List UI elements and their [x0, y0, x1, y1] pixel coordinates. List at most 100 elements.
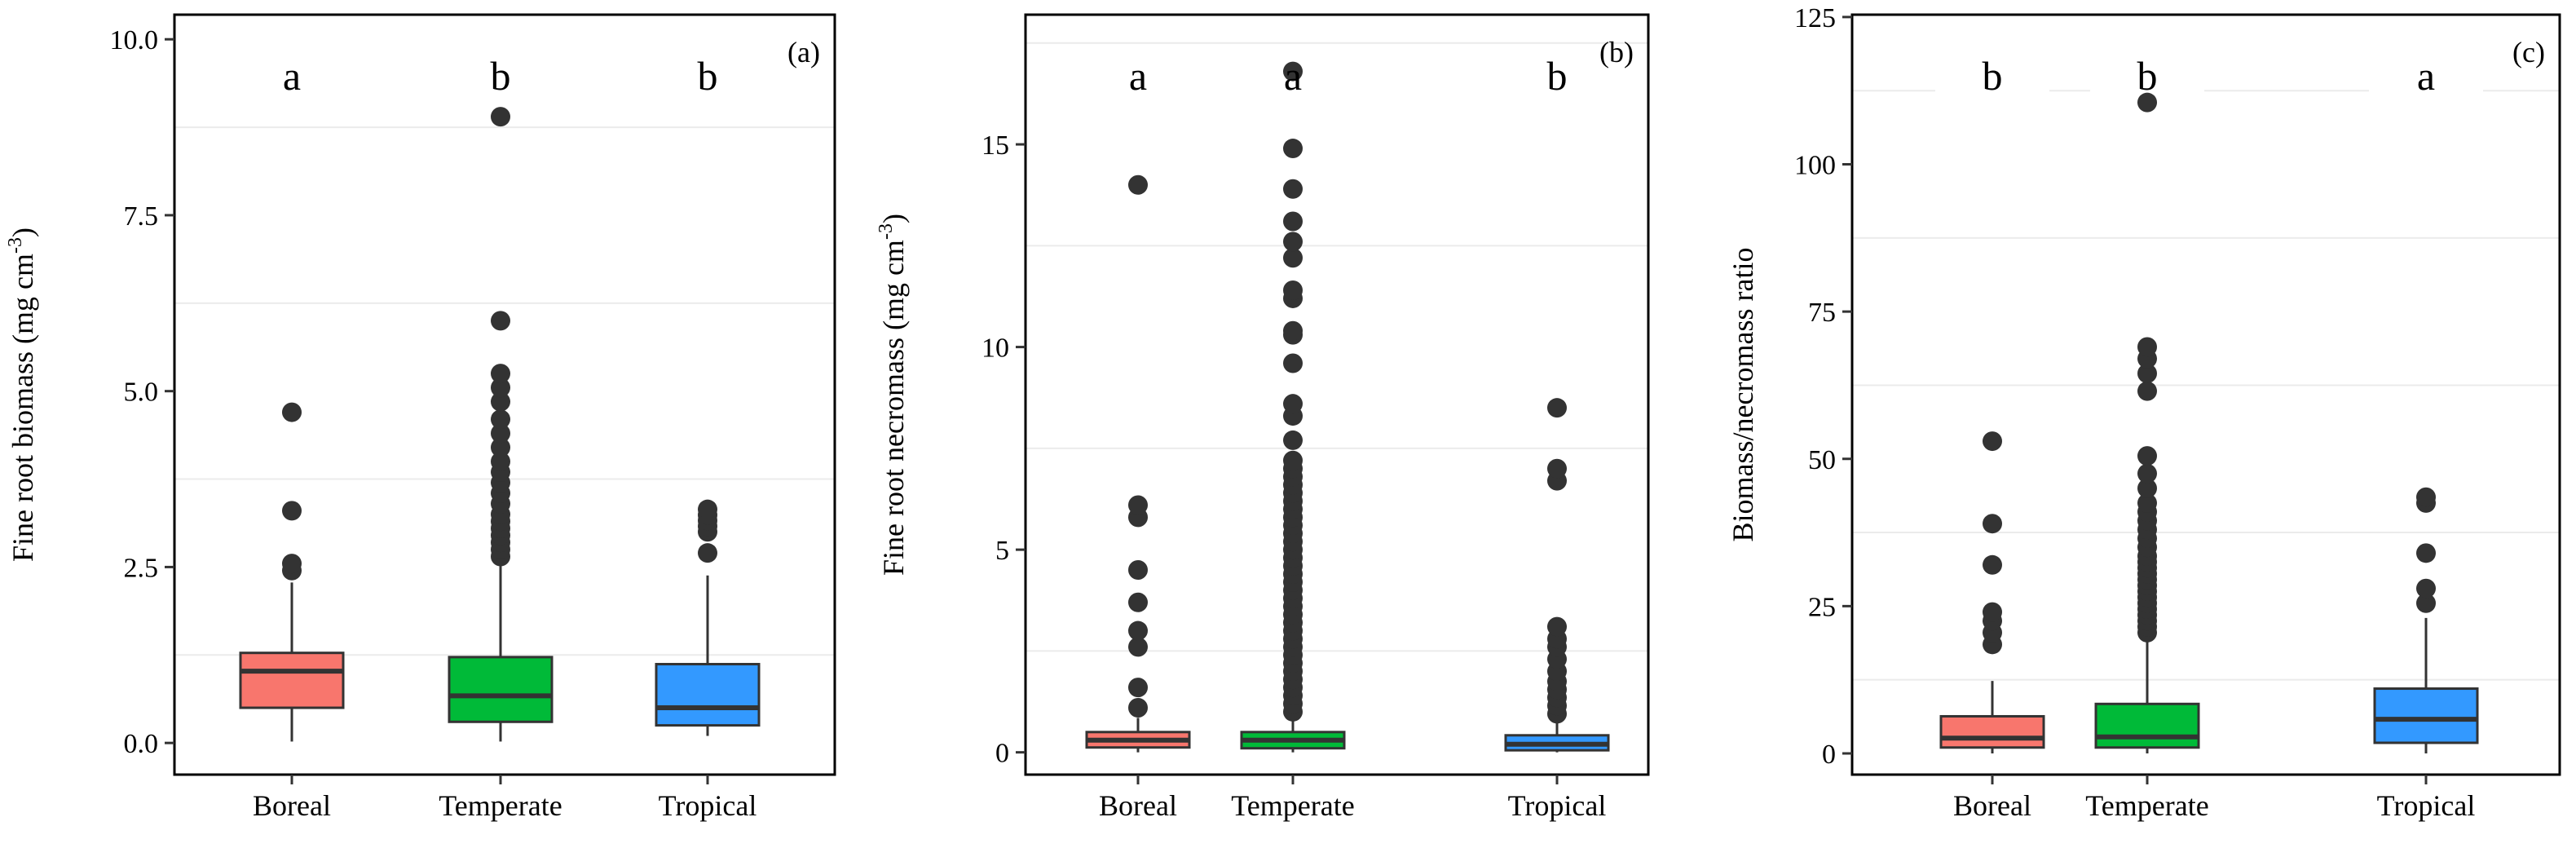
panel-border — [1850, 13, 2561, 776]
box-boreal — [1939, 431, 2045, 753]
outlier-point — [1283, 139, 1303, 159]
y-axis-label: Fine root biomass (mg cm-3) — [5, 227, 39, 562]
y-tick-label: 15 — [981, 130, 1009, 161]
significance-letter: a — [1129, 53, 1147, 99]
y-tick-label: 5 — [995, 536, 1009, 566]
panel-b: a a b (b) 0 5 10 15 Boreal Temperate Tropical Fine … — [876, 13, 1650, 822]
box-boreal — [239, 402, 345, 742]
panel-a: a b b (a) 0.0 2.5 5.0 7.5 10.0 Boreal Temperate Tro… — [5, 13, 836, 822]
outlier-point — [1547, 616, 1567, 637]
box-tropical — [655, 499, 761, 736]
outlier-point — [2416, 578, 2436, 598]
outlier-point — [491, 378, 510, 398]
y-tick-label: 0.0 — [124, 729, 159, 759]
x-tick-label: Boreal — [253, 789, 331, 822]
box-temperate — [2094, 92, 2200, 753]
y-tick-label: 0 — [1822, 740, 1836, 770]
x-tick-label: Tropical — [2377, 789, 2476, 822]
outlier-point — [1983, 554, 2002, 575]
box-body — [2373, 687, 2479, 744]
significance-letter: b — [1983, 53, 2003, 99]
box-body — [655, 663, 761, 727]
letter-backing — [2090, 49, 2204, 98]
outlier-point — [1283, 248, 1303, 268]
outlier-point — [1283, 179, 1303, 199]
x-tick-label: Temperate — [2085, 789, 2208, 822]
outlier-point — [2416, 487, 2436, 507]
outlier-point — [2416, 543, 2436, 563]
y-tick-label: 100 — [1794, 151, 1836, 181]
panel-border — [173, 13, 836, 776]
letter-backing — [1081, 49, 1195, 98]
box-body — [239, 651, 345, 709]
panel-c: b b a (c) 0 25 50 75 100 125 Boreal Temperate Tropic… — [1727, 3, 2561, 822]
panel-label: (a) — [787, 36, 820, 68]
letter-backing — [1500, 49, 1614, 98]
box-temperate — [1240, 61, 1346, 753]
outlier-point — [1283, 450, 1303, 470]
box-temperate — [448, 107, 554, 742]
x-tick-label: Boreal — [1099, 789, 1177, 822]
outlier-point — [2137, 463, 2157, 484]
y-axis-label: Biomass/necromass ratio — [1727, 248, 1759, 542]
significance-letter: a — [2417, 53, 2435, 99]
outlier-point — [1128, 495, 1148, 515]
letter-backing — [235, 49, 349, 98]
outlier-point — [282, 501, 302, 521]
outlier-point — [1283, 211, 1303, 232]
outlier-point — [2137, 92, 2157, 113]
y-tick-label: 75 — [1808, 298, 1836, 328]
outlier-point — [1283, 394, 1303, 414]
x-tick-label: Boreal — [1953, 789, 2031, 822]
outlier-point — [1128, 637, 1148, 657]
outlier-point — [698, 543, 717, 563]
outlier-point — [2137, 492, 2157, 513]
y-tick-label: 5.0 — [124, 378, 159, 408]
outlier-point — [2137, 337, 2157, 357]
outlier-point — [491, 437, 510, 457]
box-tropical — [1504, 398, 1610, 753]
outlier-point — [1983, 514, 2002, 534]
letter-backing — [2369, 49, 2483, 98]
outlier-point — [491, 391, 510, 412]
panel-label: (c) — [2512, 36, 2545, 68]
y-tick-label: 7.5 — [124, 201, 159, 232]
outlier-point — [2137, 446, 2157, 466]
outlier-point — [2137, 381, 2157, 401]
x-tick-label: Temperate — [1231, 789, 1354, 822]
y-tick-label: 0 — [995, 739, 1009, 769]
outlier-point — [1547, 398, 1567, 418]
outlier-point — [2137, 478, 2157, 498]
outlier-point — [1283, 61, 1303, 82]
outlier-point — [1128, 697, 1148, 718]
outlier-point — [698, 499, 717, 519]
y-tick-label: 10.0 — [110, 25, 159, 55]
significance-letter: a — [283, 53, 301, 99]
y-tick-label: 50 — [1808, 445, 1836, 475]
outlier-point — [1128, 678, 1148, 698]
outlier-point — [2137, 363, 2157, 383]
letter-backing — [651, 49, 765, 98]
outlier-point — [1983, 602, 2002, 622]
significance-letter: a — [1284, 53, 1302, 99]
outlier-point — [1283, 280, 1303, 301]
y-tick-label: 2.5 — [124, 553, 159, 583]
x-tick-label: Tropical — [659, 789, 757, 822]
outlier-point — [491, 311, 510, 331]
box-boreal — [1085, 174, 1191, 753]
outlier-point — [1128, 621, 1148, 641]
outlier-point — [491, 423, 510, 444]
y-tick-label: 25 — [1808, 592, 1836, 622]
letter-backing — [443, 49, 558, 98]
significance-letter: b — [491, 53, 511, 99]
outlier-point — [1283, 430, 1303, 450]
outlier-point — [2416, 593, 2436, 613]
outlier-point — [282, 554, 302, 574]
outlier-point — [491, 364, 510, 384]
outlier-point — [1283, 320, 1303, 341]
box-tropical — [2373, 487, 2479, 753]
outlier-point — [491, 107, 510, 127]
box-body — [448, 656, 554, 723]
outlier-point — [491, 409, 510, 430]
